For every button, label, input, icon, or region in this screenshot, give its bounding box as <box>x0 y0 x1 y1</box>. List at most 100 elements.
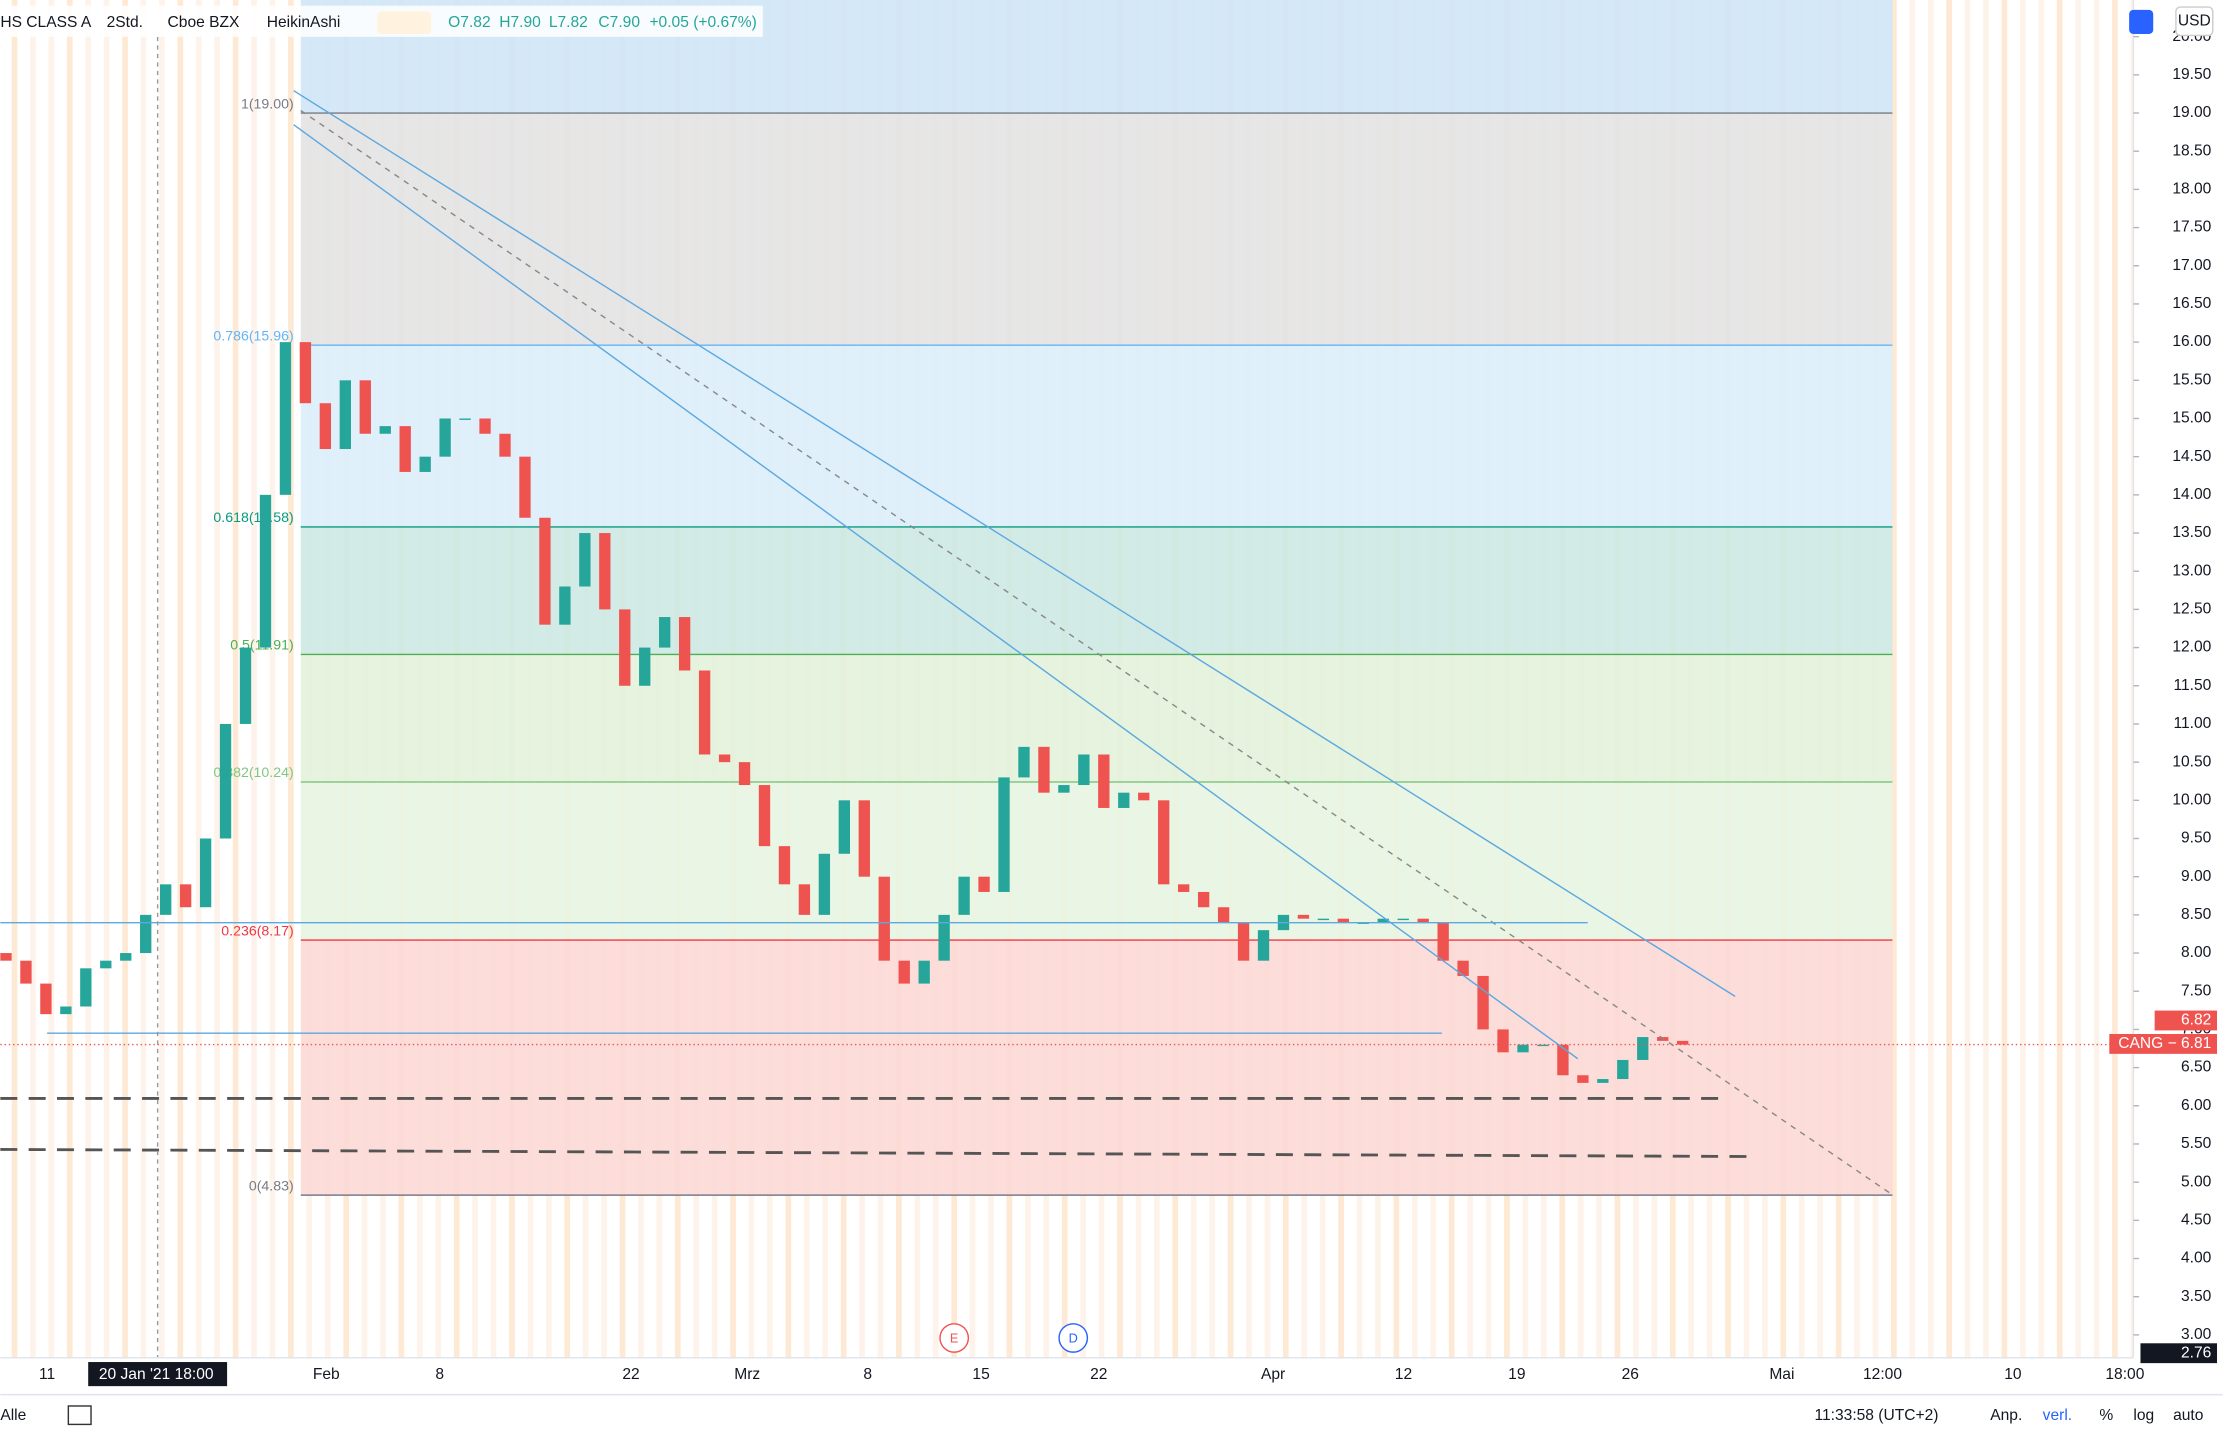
candle-body <box>419 456 431 472</box>
y-tick-label: 15.50 <box>2172 371 2211 388</box>
event-label: D <box>1069 1331 1078 1346</box>
candle-body <box>1237 922 1250 961</box>
y-tick-label: 9.50 <box>2181 830 2212 847</box>
session-stripe <box>159 0 165 1358</box>
candle-body <box>1597 1079 1609 1083</box>
candle-body <box>1317 918 1330 921</box>
y-tick-label: 9.00 <box>2181 868 2212 885</box>
y-tick-label: 16.00 <box>2172 333 2211 350</box>
candle-body <box>698 670 711 755</box>
session-stripe <box>214 0 221 1358</box>
trend-line <box>293 124 1579 1060</box>
candle-body <box>579 533 591 587</box>
candle-body <box>1058 785 1070 793</box>
candle-body <box>619 609 631 686</box>
candle-body <box>1038 746 1050 793</box>
session-stripe <box>2112 0 2118 1358</box>
candle-body <box>978 876 990 892</box>
support-line <box>0 1148 1758 1158</box>
time-axis-bg <box>0 1357 2223 1440</box>
session-stripe <box>1946 0 1952 1358</box>
candle-body <box>659 617 671 648</box>
y-tick-label: 10.00 <box>2172 791 2211 808</box>
session-stripe <box>103 0 110 1358</box>
candle-body <box>179 884 192 908</box>
plot-background <box>11 0 2137 1358</box>
candle-body <box>80 968 92 1007</box>
candle-body <box>120 953 132 961</box>
session-stripe <box>2001 0 2008 1358</box>
y-tick-label: 12.50 <box>2172 601 2211 618</box>
x-tick-label: 8 <box>863 1366 872 1383</box>
footer-button[interactable]: Anp. <box>1990 1407 2022 1424</box>
session-stripe <box>269 0 276 1358</box>
y-tick-label: 17.50 <box>2172 219 2211 236</box>
fib-band <box>300 113 1893 346</box>
x-tick-label: 10 <box>2004 1366 2022 1383</box>
y-tick-label: 8.50 <box>2181 906 2212 923</box>
ohlc-close: C7.90 <box>598 14 640 31</box>
y-tick-label: 3.50 <box>2181 1288 2212 1305</box>
y-tick-label: 12.00 <box>2172 639 2211 656</box>
y-tick-label: 8.00 <box>2181 944 2212 961</box>
session-stripe <box>1983 0 1989 1358</box>
candle-body <box>1457 960 1469 976</box>
y-tick-label: 6.50 <box>2181 1059 2212 1076</box>
candle-body <box>639 647 651 686</box>
currency: USD <box>2178 12 2211 29</box>
ohlc-low: L7.82 <box>549 14 588 31</box>
crosshair-time-box <box>88 1362 228 1387</box>
candle-body <box>778 846 791 885</box>
session-stripe <box>288 0 294 1358</box>
candle-body <box>1197 891 1210 908</box>
x-tick-label: 12:00 <box>1863 1366 1902 1383</box>
session-stripe <box>1927 0 1934 1358</box>
footer-button[interactable]: auto <box>2173 1407 2204 1424</box>
candle-body <box>1517 1044 1529 1053</box>
candle-body <box>838 800 851 854</box>
candle-body <box>878 876 890 961</box>
candle-body <box>519 456 531 518</box>
session-stripe <box>2075 0 2081 1358</box>
y-tick-label: 6.00 <box>2181 1097 2212 1114</box>
candle-body <box>1637 1037 1649 1060</box>
ohlc-open: O7.82 <box>448 14 490 31</box>
x-tick-label: 18:00 <box>2105 1366 2144 1383</box>
footer-button[interactable]: % <box>2099 1407 2113 1424</box>
x-tick-label: 8 <box>435 1366 444 1383</box>
session-stripe <box>1909 0 1916 1358</box>
candle-body <box>1577 1075 1589 1083</box>
range-button[interactable]: Alle <box>0 1407 26 1424</box>
candle-body <box>678 617 691 671</box>
candle-body <box>219 723 232 839</box>
y-tick-label: 14.50 <box>2172 448 2211 465</box>
ohlc-high: H7.90 <box>499 14 541 31</box>
plot: 1(19.00)0.786(15.96)0.618(13.58)0.5(11.9… <box>0 96 1893 1196</box>
event-marker <box>1058 1323 1089 1353</box>
candle-body <box>140 914 152 954</box>
currency-box[interactable] <box>2175 6 2214 37</box>
y-tick-label: 14.00 <box>2172 486 2211 503</box>
icons[interactable] <box>377 11 432 35</box>
fib-band <box>300 781 1893 941</box>
chart-style: HeikinAshi <box>267 14 341 31</box>
candle-body <box>60 1006 72 1015</box>
candle-body <box>1138 792 1150 801</box>
candle-body <box>1677 1040 1689 1045</box>
event-marker <box>939 1323 970 1353</box>
footer-button[interactable]: log <box>2133 1407 2154 1424</box>
candle-body <box>798 884 811 915</box>
x-tick-label: 15 <box>972 1366 990 1383</box>
candle-body <box>319 403 332 450</box>
price-axis-bg <box>2133 0 2223 1440</box>
y-tick-label: 11.00 <box>2174 715 2212 732</box>
session-stripe <box>85 0 92 1358</box>
candle-body <box>998 777 1010 892</box>
footer-button[interactable]: verl. <box>2043 1407 2072 1424</box>
candle-body <box>1557 1044 1569 1076</box>
settings-button[interactable] <box>2129 9 2154 35</box>
date-range-icon[interactable] <box>67 1405 92 1426</box>
x-tick-label: 26 <box>1622 1366 1639 1383</box>
